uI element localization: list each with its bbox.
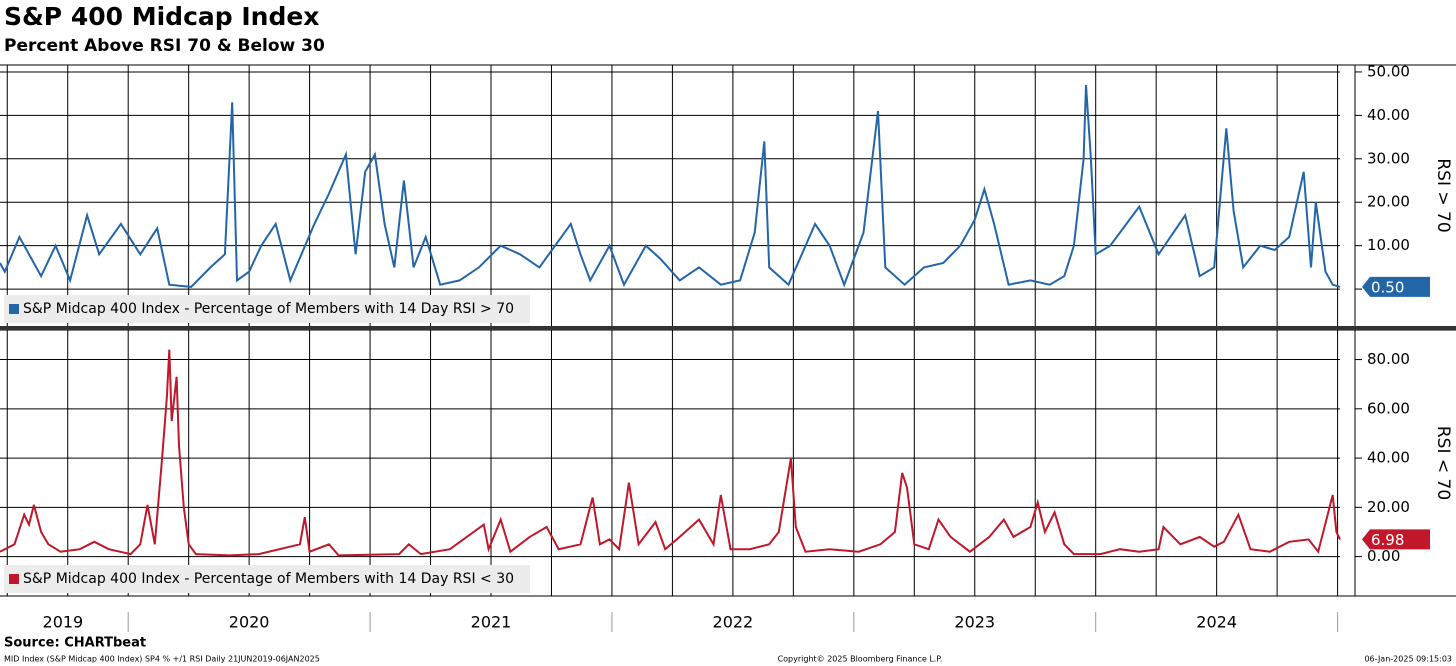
footer-right: 06-Jan-2025 09:15:03 xyxy=(1364,655,1452,664)
legend-swatch xyxy=(9,574,19,584)
axis-title: RSI > 70 xyxy=(1433,158,1453,232)
y-tick-label: 80.00 xyxy=(1367,350,1410,368)
footer-left: MID Index (S&P Midcap 400 Index) SP4 % +… xyxy=(4,655,320,664)
x-tick-label: 2020 xyxy=(229,613,270,632)
x-tick-label: 2021 xyxy=(471,613,512,632)
last-value-label: 6.98 xyxy=(1371,531,1404,549)
legend-bg xyxy=(4,295,530,323)
last-value-label: 0.50 xyxy=(1371,278,1404,296)
y-tick-label: 60.00 xyxy=(1367,399,1410,417)
axis-title: RSI < 70 xyxy=(1433,426,1453,500)
last-value-box xyxy=(1362,529,1430,550)
x-tick-label: 2019 xyxy=(43,613,84,632)
last-value-box xyxy=(1362,276,1430,297)
x-tick-label: 2024 xyxy=(1196,613,1237,632)
line xyxy=(0,84,1341,288)
y-tick-label: 30.00 xyxy=(1367,149,1410,167)
legend-label: S&P Midcap 400 Index - Percentage of Mem… xyxy=(23,301,514,317)
y-tick-label: 20.00 xyxy=(1367,193,1410,211)
y-tick-label: 20.00 xyxy=(1367,498,1410,516)
chart-subtitle: Percent Above RSI 70 & Below 30 xyxy=(4,36,325,56)
legend-swatch xyxy=(9,304,19,314)
x-tick-label: 2022 xyxy=(713,613,754,632)
y-tick-label: 50.00 xyxy=(1367,62,1410,80)
x-tick-label: 2023 xyxy=(954,613,995,632)
y-tick-label: 0.00 xyxy=(1367,547,1400,565)
y-tick-label: 40.00 xyxy=(1367,449,1410,467)
y-tick-label: 10.00 xyxy=(1367,236,1410,254)
chart-title: S&P 400 Midcap Index xyxy=(4,2,319,31)
y-tick-label: 40.00 xyxy=(1367,106,1410,124)
footer-center: Copyright© 2025 Bloomberg Finance L.P. xyxy=(778,655,943,664)
source: Source: CHARTbeat xyxy=(4,636,146,651)
legend-label: S&P Midcap 400 Index - Percentage of Mem… xyxy=(23,571,514,587)
line xyxy=(0,349,1341,557)
legend-bg xyxy=(4,565,530,593)
